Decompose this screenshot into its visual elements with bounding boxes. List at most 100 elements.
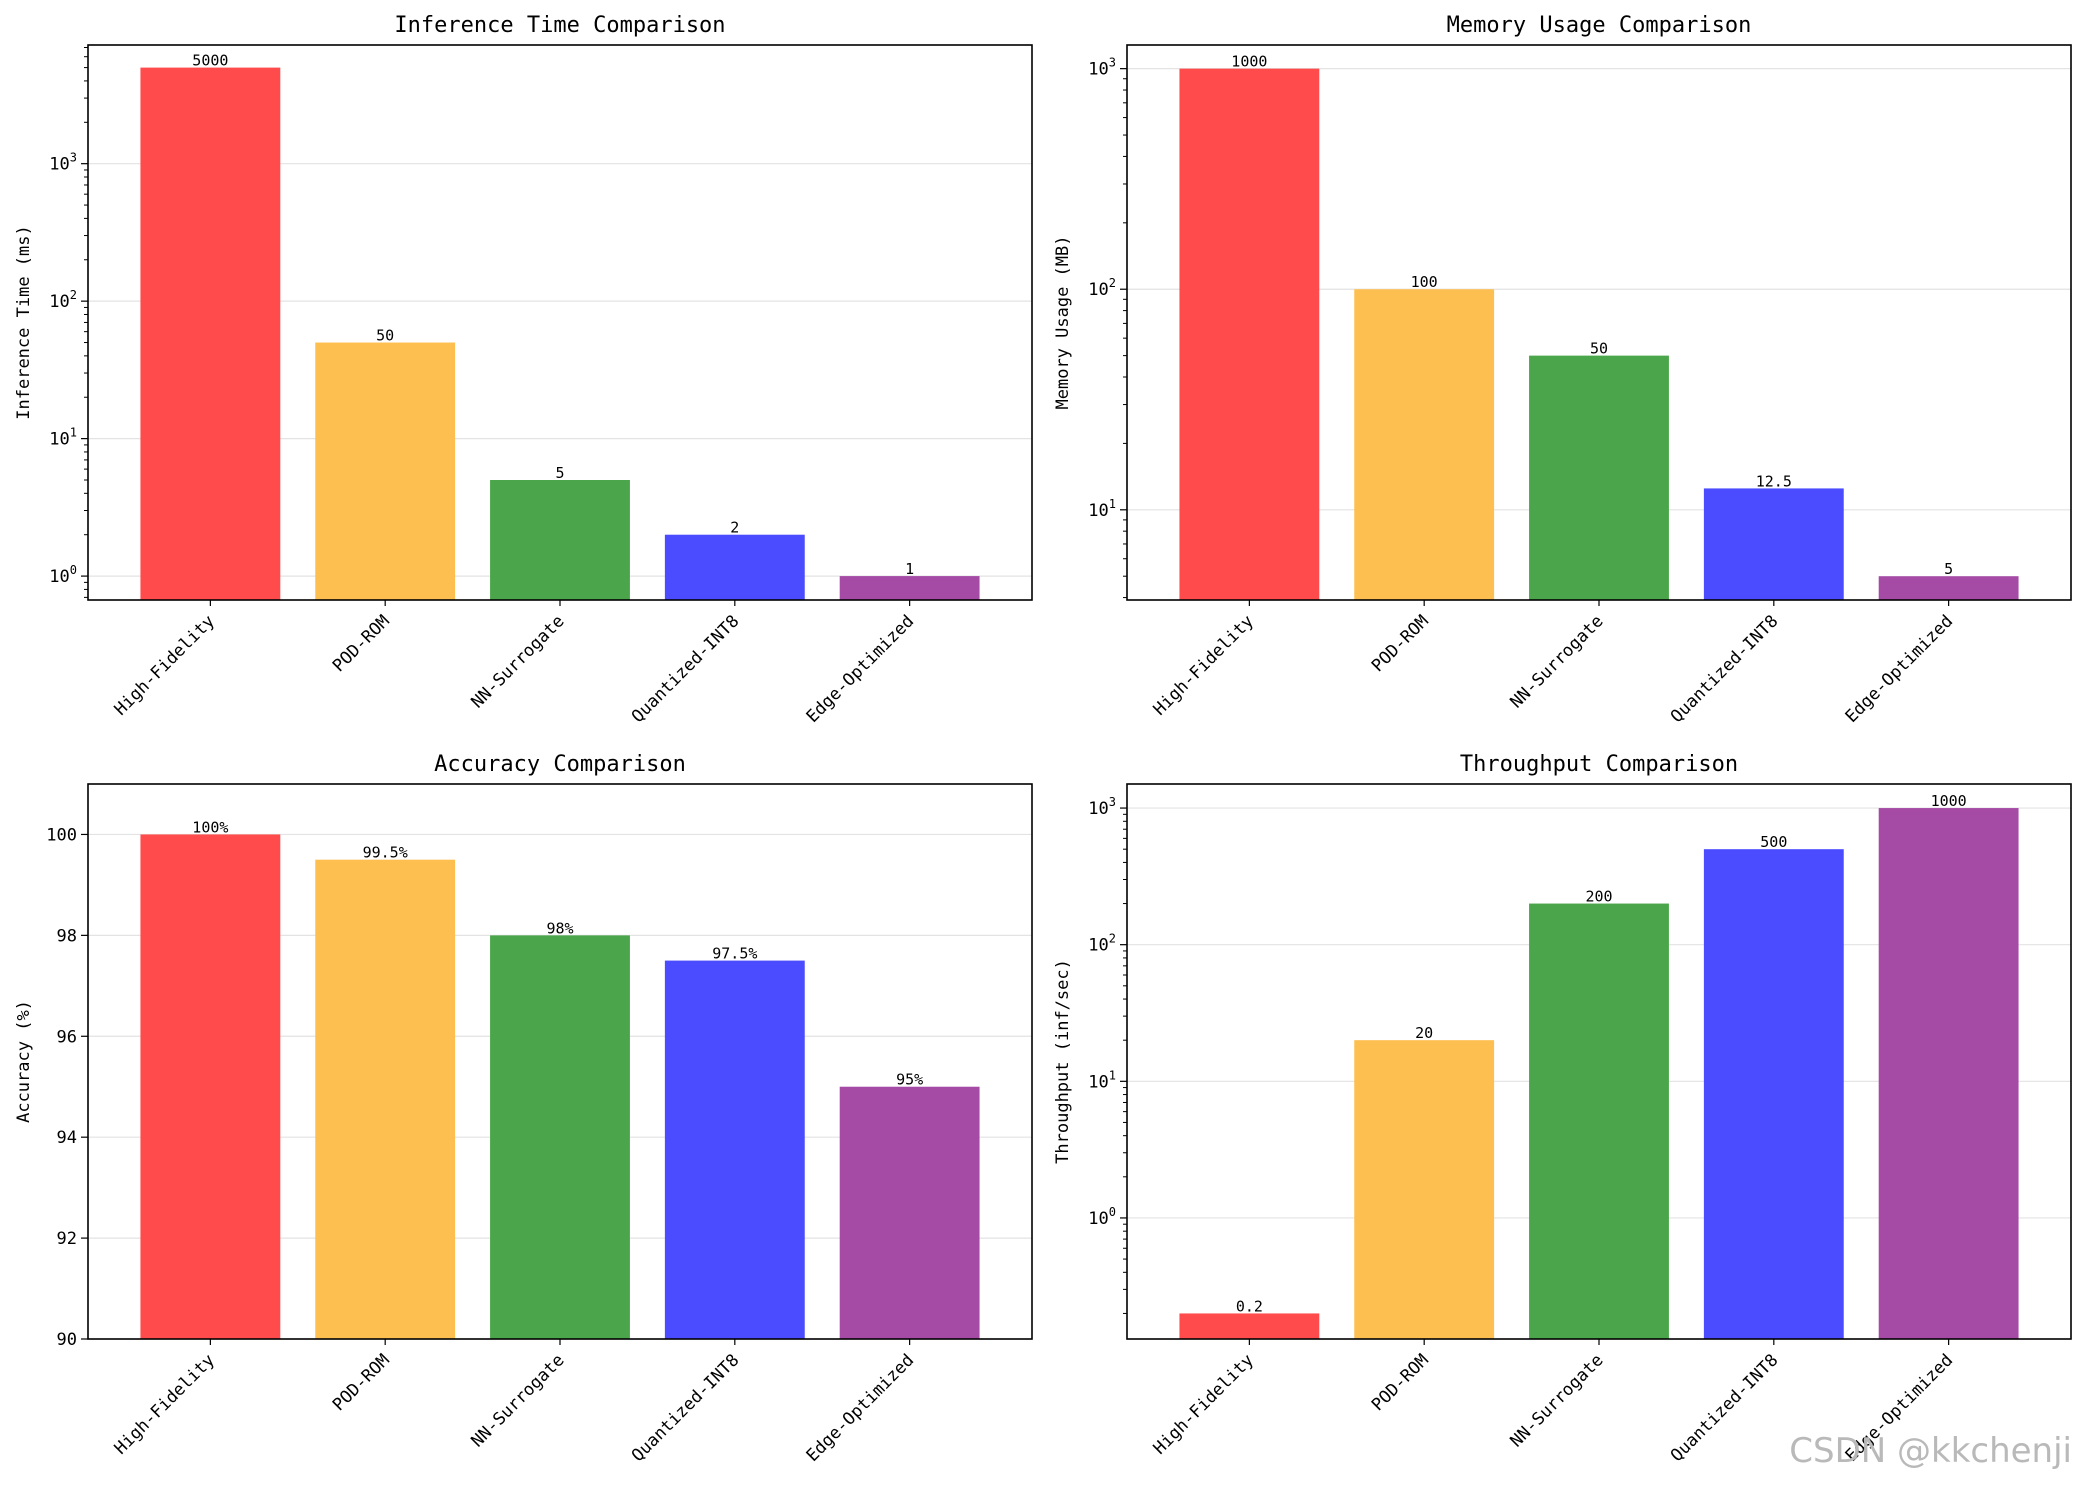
category-label: NN-Surrogate [1507,611,1608,712]
data-label: 50 [376,327,394,345]
y-tick-base: 10 [1088,280,1108,300]
y-tick-exponent: 2 [70,288,77,302]
y-tick-base: 92 [57,1229,77,1249]
data-label: 1000 [1931,792,1967,810]
y-tick-exponent: 1 [1109,497,1116,511]
y-tick-label: 96 [57,1027,77,1047]
y-tick-label: 102 [1088,276,1116,300]
y-tick-base: 10 [1088,501,1108,521]
accuracy-chart: Accuracy Comparison Accuracy (%) 100% High-… [14,752,1033,1466]
y-tick-label: 98 [57,926,77,946]
y-axis-label: Throughput (inf/sec) [1053,959,1073,1164]
category-label: Quantized-INT8 [1667,611,1782,726]
y-tick-label: 103 [1088,56,1116,80]
bar-quantized-int8 [664,960,805,1339]
y-tick-exponent: 0 [70,563,77,577]
y-tick-exponent: 2 [1109,276,1116,290]
bar-edge-optimized [839,1086,980,1339]
data-label: 97.5% [712,945,757,963]
category-label: High-Fidelity [111,1350,219,1458]
bar-nn-surrogate [1529,903,1669,1339]
bar-edge-optimized [1878,576,2019,600]
bar-pod-rom [315,859,456,1339]
chart-title: Inference Time Comparison [394,13,725,38]
axes-frame [1126,783,2072,1340]
category-label: NN-Surrogate [468,611,569,712]
category-label: Edge-Optimized [803,1350,918,1465]
category-label: Quantized-INT8 [628,611,743,726]
bar-nn-surrogate [490,480,630,600]
memory-usage-chart: Memory Usage Comparison Memory Usage (MB)… [1053,13,2072,727]
data-label: 100 [1411,273,1438,291]
category-label: POD-ROM [1368,1350,1433,1415]
watermark: CSDN @kkchenji [1789,1431,2072,1471]
axes-frame [1126,44,2072,601]
y-tick-exponent: 3 [1109,56,1116,70]
y-tick-base: 90 [57,1330,77,1350]
y-tick-exponent: 1 [1109,1068,1116,1082]
category-label: POD-ROM [329,1350,394,1415]
data-label: 5000 [192,52,228,70]
category-label: Quantized-INT8 [628,1350,743,1465]
y-tick-label: 103 [1088,795,1116,819]
y-tick-exponent: 3 [1109,795,1116,809]
axes-frame [87,783,1033,1340]
data-label: 98% [546,919,573,937]
y-tick-label: 101 [49,426,77,450]
y-tick-base: 10 [49,567,69,587]
y-tick-base: 10 [1088,799,1108,819]
y-tick-base: 96 [57,1027,77,1047]
bar-pod-rom [315,342,456,600]
bar-high-fidelity [1179,68,1320,600]
category-label: High-Fidelity [1150,611,1258,719]
bar-high-fidelity [1179,1313,1320,1339]
y-tick-label: 102 [1088,932,1116,956]
category-label: Edge-Optimized [1842,611,1957,726]
y-tick-base: 100 [46,825,77,845]
category-label: High-Fidelity [1150,1350,1258,1458]
bar-edge-optimized [1878,808,2019,1339]
y-tick-base: 10 [49,292,69,312]
bar-pod-rom [1354,289,1495,600]
data-label: 2 [730,519,739,537]
y-tick-label: 94 [57,1128,77,1148]
y-tick-label: 103 [49,151,77,175]
bar-pod-rom [1354,1040,1495,1339]
bar-edge-optimized [839,576,980,600]
category-label: Edge-Optimized [803,611,918,726]
data-label: 5 [555,464,564,482]
y-tick-exponent: 3 [70,151,77,165]
y-axis-label: Memory Usage (MB) [1053,236,1073,410]
category-label: Quantized-INT8 [1667,1350,1782,1465]
y-tick-base: 98 [57,926,77,946]
data-label: 95% [896,1071,923,1089]
y-tick-label: 101 [1088,497,1116,521]
y-axis-label: Accuracy (%) [14,1000,34,1123]
bar-quantized-int8 [664,534,805,600]
throughput-chart: Throughput Comparison Throughput (inf/sec… [1053,752,2072,1466]
chart-title: Accuracy Comparison [434,752,686,777]
y-tick-base: 10 [1088,60,1108,80]
data-label: 12.5 [1756,472,1792,490]
data-label: 1 [905,560,914,578]
data-label: 99.5% [363,844,408,862]
y-tick-label: 100 [49,563,77,587]
y-tick-label: 90 [57,1330,77,1350]
data-label: 1000 [1231,53,1267,71]
axes-frame [87,44,1033,601]
category-label: High-Fidelity [111,611,219,719]
data-label: 50 [1590,340,1608,358]
y-tick-base: 10 [1088,936,1108,956]
data-label: 500 [1760,833,1787,851]
data-label: 100% [192,818,228,836]
chart-title: Throughput Comparison [1460,752,1738,777]
y-tick-label: 92 [57,1229,77,1249]
data-label: 20 [1415,1024,1433,1042]
bar-quantized-int8 [1703,849,1844,1339]
y-tick-label: 101 [1088,1068,1116,1092]
y-tick-exponent: 2 [1109,932,1116,946]
bar-nn-surrogate [490,935,630,1339]
category-label: NN-Surrogate [468,1350,569,1451]
inference-time-chart: Inference Time Comparison Inference Time … [14,13,1033,727]
